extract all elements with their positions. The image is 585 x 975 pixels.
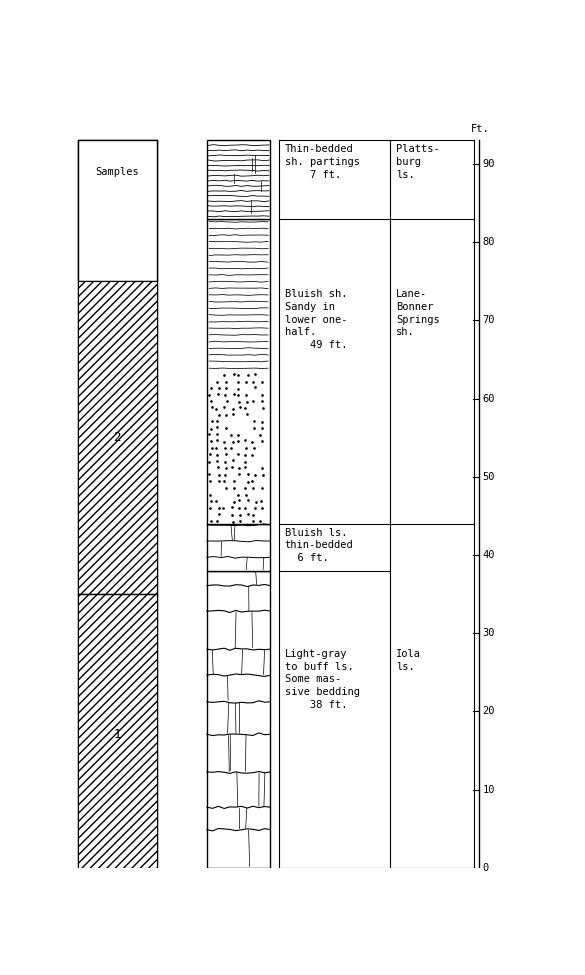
Text: 30: 30: [483, 628, 495, 639]
Text: 90: 90: [483, 159, 495, 169]
Text: Samples: Samples: [95, 167, 139, 176]
Bar: [78, 140, 157, 868]
Text: Iola
ls.: Iola ls.: [396, 648, 421, 672]
Text: Ft.: Ft.: [471, 124, 490, 135]
Bar: [78, 594, 157, 868]
Bar: [207, 140, 270, 218]
Text: Platts-
burg
ls.: Platts- burg ls.: [396, 144, 440, 180]
Text: Thin-bedded
sh. partings
    7 ft.: Thin-bedded sh. partings 7 ft.: [285, 144, 360, 180]
Text: 1: 1: [113, 728, 121, 741]
Text: 60: 60: [483, 394, 495, 404]
Bar: [78, 140, 157, 281]
Bar: [207, 218, 270, 524]
Text: Bluish sh.
Sandy in
lower one-
half.
    49 ft.: Bluish sh. Sandy in lower one- half. 49 …: [285, 289, 347, 350]
Bar: [78, 281, 157, 594]
Bar: [207, 524, 270, 570]
Text: 50: 50: [483, 472, 495, 482]
Text: Light-gray
to buff ls.
Some mas-
sive bedding
    38 ft.: Light-gray to buff ls. Some mas- sive be…: [285, 648, 360, 710]
Text: 10: 10: [483, 785, 495, 795]
Text: 40: 40: [483, 550, 495, 560]
Text: 80: 80: [483, 237, 495, 247]
Text: 20: 20: [483, 706, 495, 717]
Text: Bluish ls.
thin-bedded
  6 ft.: Bluish ls. thin-bedded 6 ft.: [285, 527, 353, 564]
Text: 70: 70: [483, 315, 495, 326]
Bar: [207, 570, 270, 868]
Text: 2: 2: [113, 431, 121, 445]
Text: 0: 0: [483, 863, 489, 873]
Text: Lane-
Bonner
Springs
sh.: Lane- Bonner Springs sh.: [396, 289, 440, 337]
